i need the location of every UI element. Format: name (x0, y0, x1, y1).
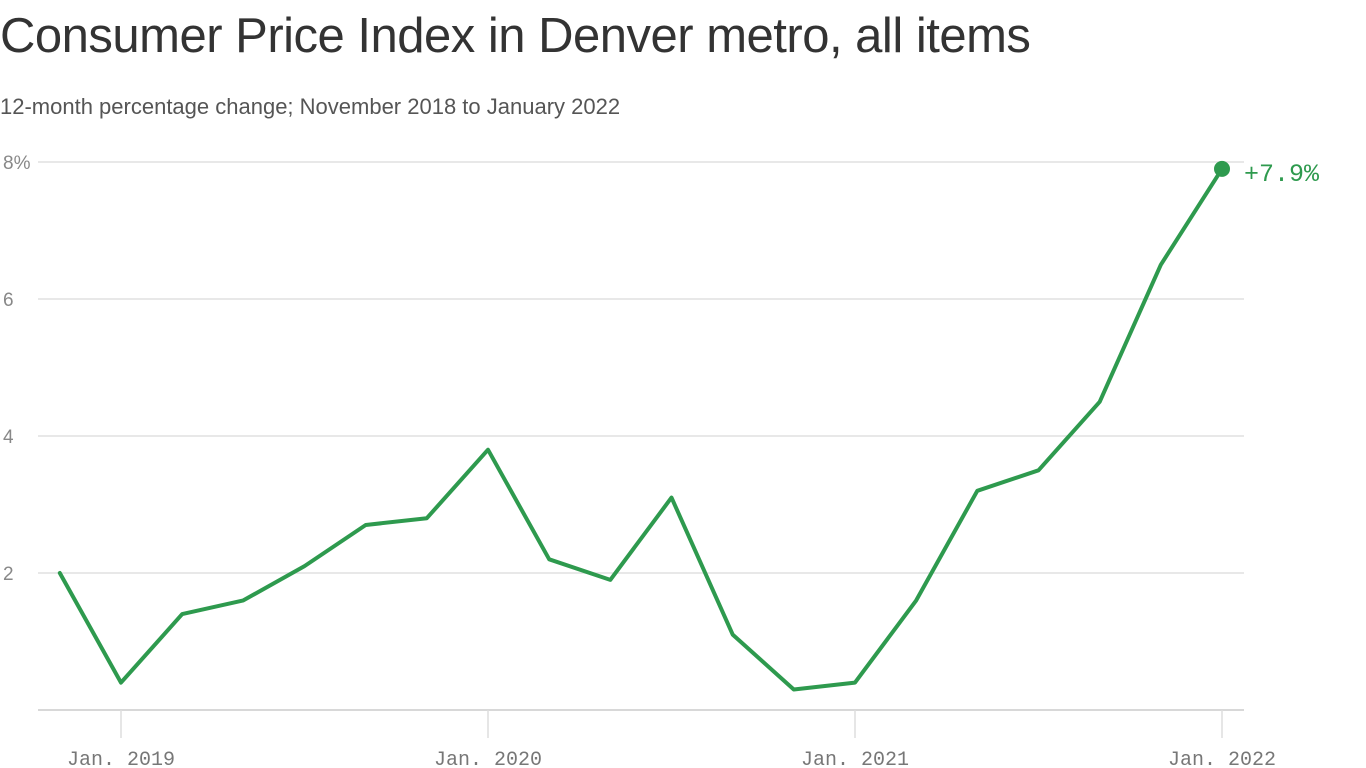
end-point-marker (1214, 160, 1230, 177)
y-tick-label: 4 (3, 427, 14, 448)
end-value-label: +7.9% (1244, 160, 1320, 189)
chart-title: Consumer Price Index in Denver metro, al… (0, 9, 1031, 63)
y-tick-label: 6 (3, 290, 14, 311)
chart-subtitle: 12-month percentage change; November 201… (0, 94, 621, 119)
x-tick-label: Jan. 2020 (434, 749, 542, 768)
x-tick-label: Jan. 2019 (67, 749, 175, 768)
y-tick-label: 2 (3, 564, 14, 585)
y-tick-label: 8% (3, 153, 31, 174)
series-line (57, 166, 1224, 692)
x-tick-label: Jan. 2022 (1168, 749, 1276, 768)
x-tick-label: Jan. 2021 (801, 749, 909, 768)
